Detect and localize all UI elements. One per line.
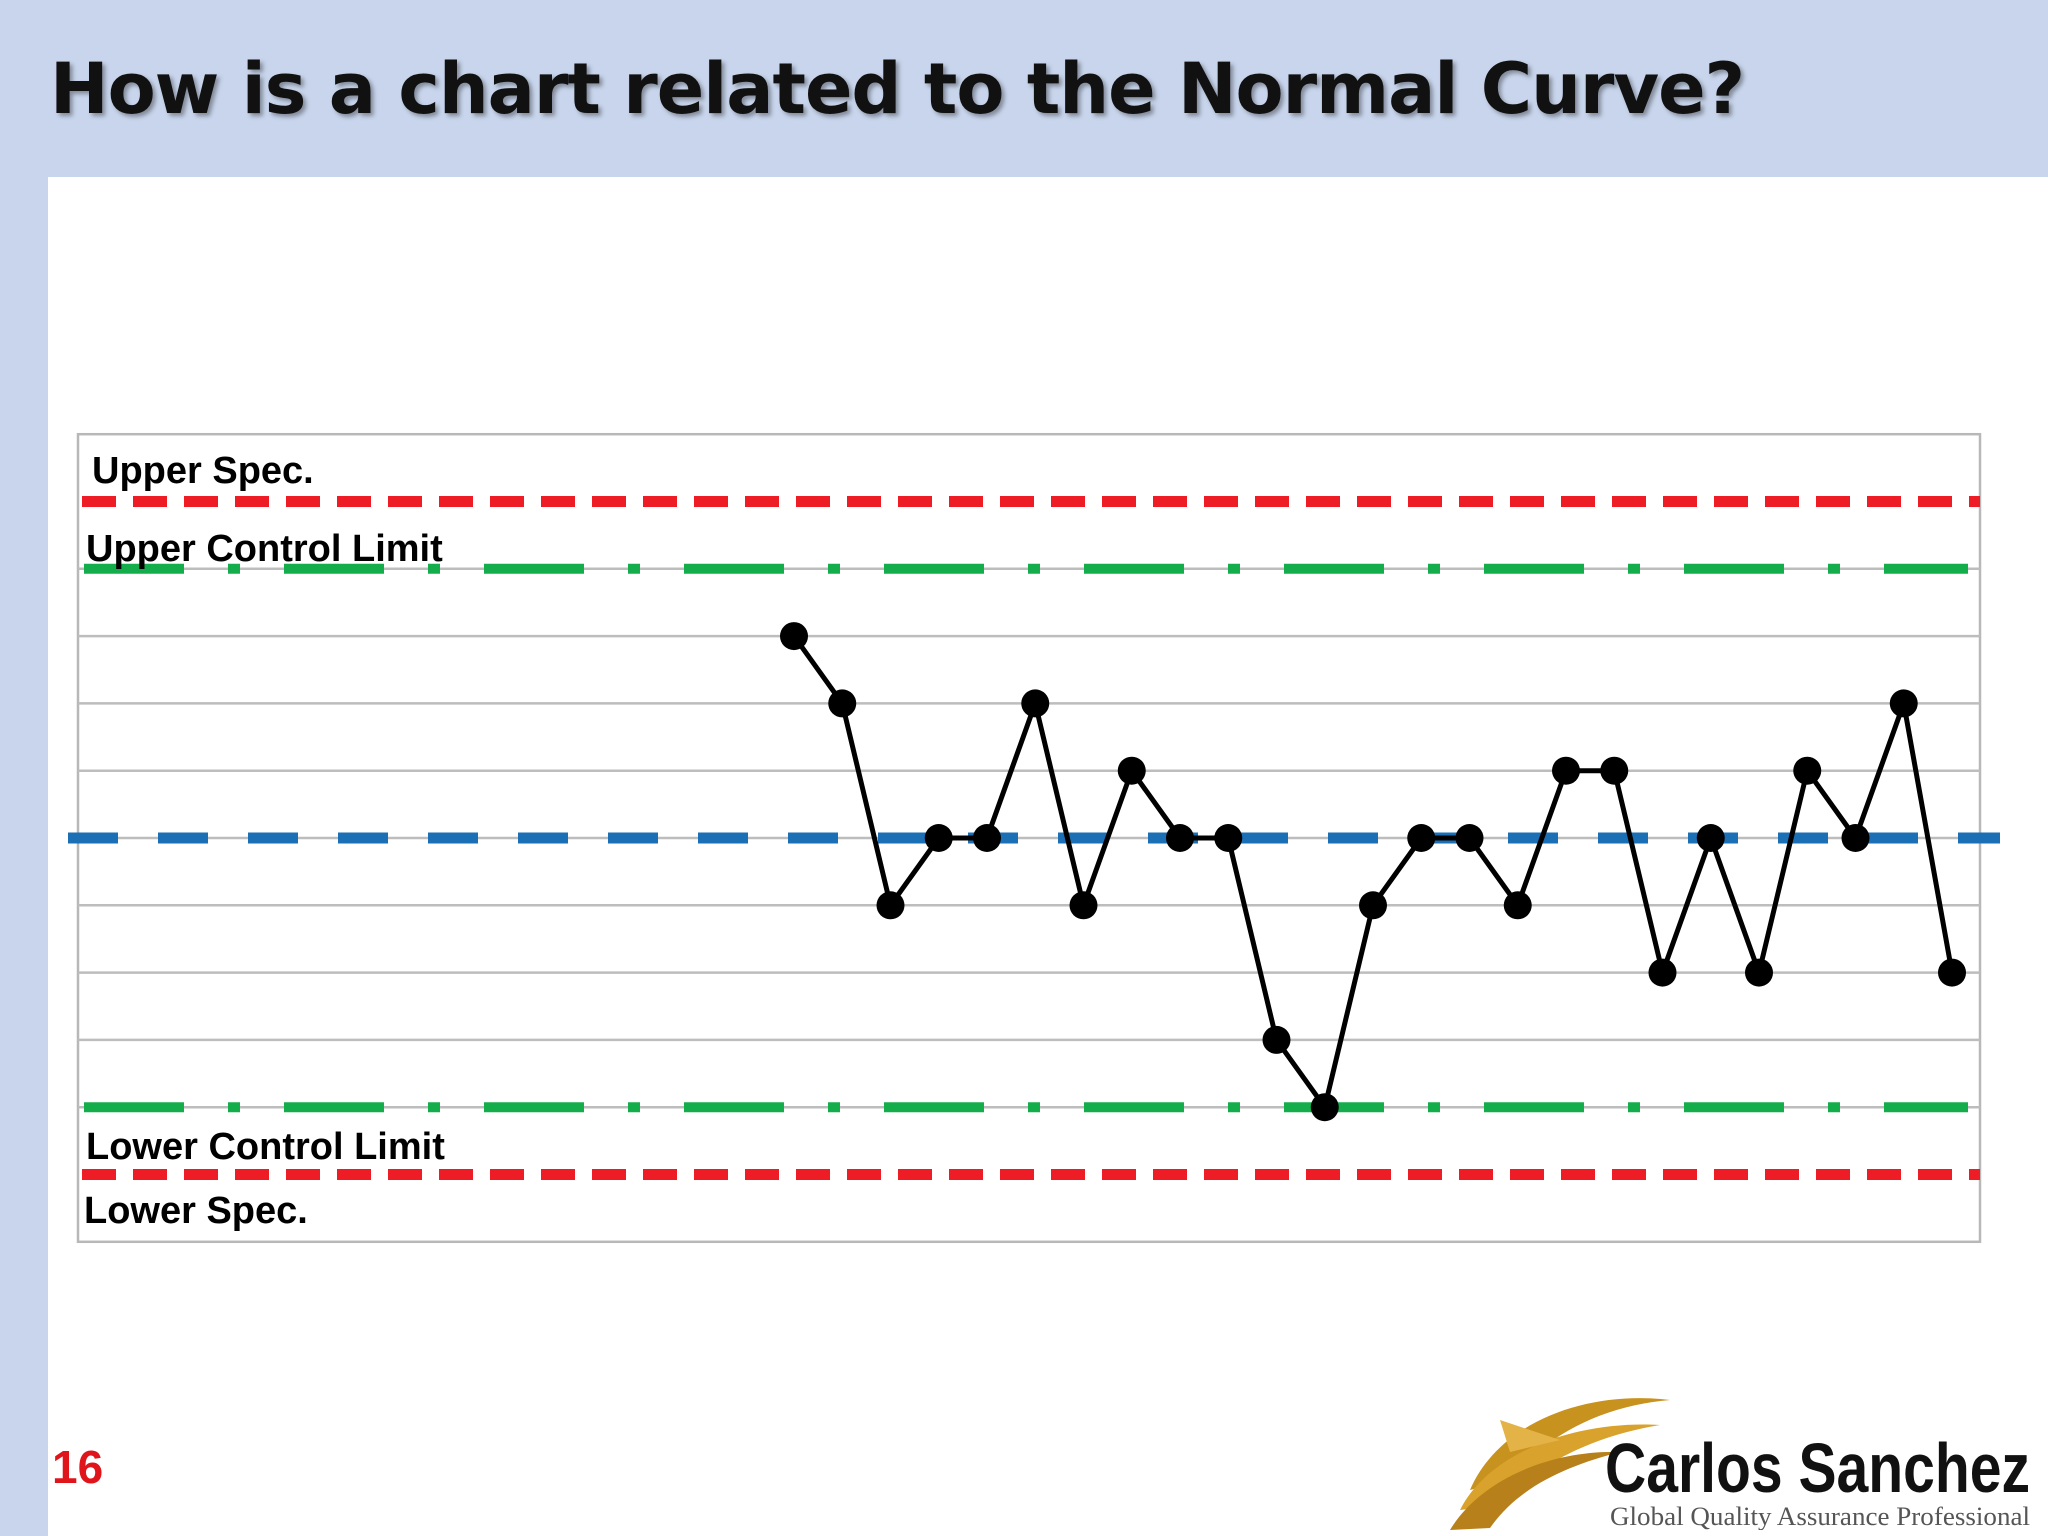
data-point <box>1696 824 1725 852</box>
slide-content: Upper Spec. Upper Control Limit Lower Co… <box>48 177 2048 1536</box>
lower-spec-label: Lower Spec. <box>84 1190 308 1232</box>
control-chart: Upper Spec. Upper Control Limit Lower Co… <box>68 432 2000 1244</box>
data-point <box>1455 824 1484 852</box>
data-point <box>1793 756 1822 785</box>
data-point <box>1407 824 1436 852</box>
data-point <box>1021 689 1050 718</box>
company-logo: Carlos Sanchez Global Quality Assurance … <box>1450 1398 2030 1530</box>
data-point <box>1262 1025 1291 1054</box>
data-point <box>1359 891 1387 920</box>
data-point <box>1166 824 1194 852</box>
data-point <box>1600 756 1629 785</box>
data-point <box>1503 891 1532 920</box>
lower-control-limit-label: Lower Control Limit <box>86 1126 445 1168</box>
data-point <box>973 824 1001 852</box>
data-point <box>1310 1093 1339 1122</box>
page-number: 16 <box>52 1441 104 1493</box>
series-line <box>791 634 1955 1110</box>
data-point <box>1214 824 1243 852</box>
slide-header: How is a chart related to the Normal Cur… <box>0 0 2048 177</box>
upper-control-limit-label: Upper Control Limit <box>86 528 443 570</box>
data-series <box>780 622 1966 1122</box>
data-point <box>1841 824 1870 852</box>
slide-title: How is a chart related to the Normal Cur… <box>50 48 1745 130</box>
data-point <box>828 689 857 718</box>
logo-name: Carlos Sanchez <box>1605 1429 2030 1507</box>
data-point <box>1117 756 1146 785</box>
data-point <box>1552 756 1580 785</box>
data-point <box>1069 891 1098 920</box>
logo-tagline: Global Quality Assurance Professional <box>1610 1502 2030 1530</box>
chart-limit-lines <box>68 496 2000 1180</box>
logo-swoosh-icon <box>1450 1398 1670 1530</box>
data-point <box>924 824 953 852</box>
data-point <box>876 891 905 920</box>
data-point <box>1889 689 1918 718</box>
upper-spec-label: Upper Spec. <box>92 450 314 492</box>
data-point <box>1938 958 1966 987</box>
data-point <box>780 622 808 651</box>
data-point <box>1648 958 1677 987</box>
data-point <box>1745 958 1773 987</box>
